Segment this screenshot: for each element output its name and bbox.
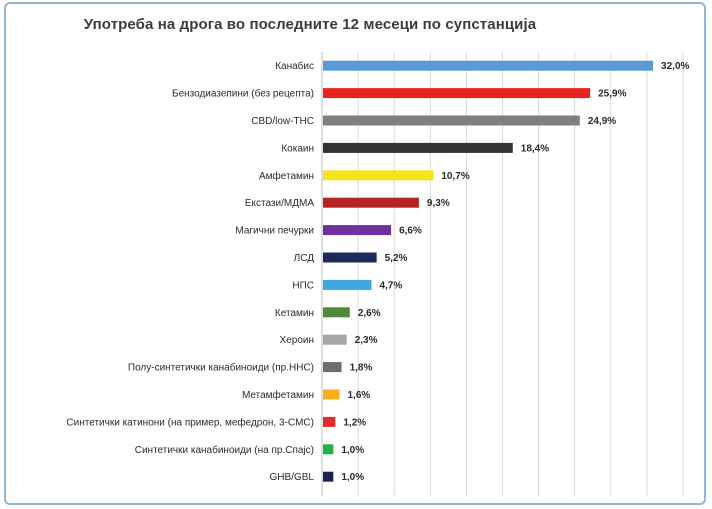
category-label: Екстази/МДМА xyxy=(245,198,314,209)
value-label: 1,0% xyxy=(341,445,364,456)
category-label: ЛСД xyxy=(294,253,315,264)
category-label: Полу-синтетички канабиноиди (пр.ННС) xyxy=(128,362,314,374)
category-label: Синтетички канабиноиди (на пр.Спајс) xyxy=(135,444,314,456)
value-label: 18,4% xyxy=(521,143,549,154)
bar xyxy=(323,307,350,318)
value-label: 2,6% xyxy=(358,308,381,319)
bar xyxy=(323,170,434,181)
chart-title: Употреба на дрога во последните 12 месец… xyxy=(83,16,537,33)
value-label: 1,6% xyxy=(348,390,371,401)
category-label: CBD/low-THC xyxy=(251,116,314,127)
category-label: GHB/GBL xyxy=(270,472,315,483)
bar xyxy=(323,416,336,427)
category-label: Синтетички катинони (на пример, мефедрон… xyxy=(66,416,314,428)
bar xyxy=(323,60,654,71)
category-label: Кетамин xyxy=(275,308,314,319)
category-label: Метамфетамин xyxy=(242,389,314,401)
category-label: Амфетамин xyxy=(259,170,314,182)
value-label: 1,8% xyxy=(350,363,373,374)
bar xyxy=(323,334,347,345)
value-label: 4,7% xyxy=(379,280,402,291)
value-label: 5,2% xyxy=(385,253,408,264)
bar xyxy=(323,142,513,153)
bars xyxy=(323,60,654,482)
value-label: 9,3% xyxy=(427,198,450,209)
value-label: 10,7% xyxy=(441,171,469,182)
bar xyxy=(323,252,377,263)
bar xyxy=(323,444,334,455)
category-labels: Канабис Бензодиазепини (без рецепта) CBD/l… xyxy=(66,60,314,483)
category-label: Бензодиазепини (без рецепта) xyxy=(172,88,314,100)
category-label: Магични печурки xyxy=(235,226,314,237)
bar xyxy=(323,197,419,208)
value-label: 2,3% xyxy=(355,335,378,346)
value-label: 32,0% xyxy=(661,61,689,72)
category-label: НПС xyxy=(292,280,314,291)
gridlines xyxy=(321,52,684,497)
category-label: Канабис xyxy=(275,60,314,72)
bar xyxy=(323,225,392,236)
category-label: Хероин xyxy=(280,335,314,346)
value-label: 1,0% xyxy=(341,472,364,483)
value-label: 25,9% xyxy=(598,89,626,100)
bar xyxy=(323,389,340,400)
value-label: 24,9% xyxy=(588,116,616,127)
value-labels: 32,0% 25,9% 24,9% 18,4% 10,7% 9,3% 6,6% 5,2% 4,7… xyxy=(341,61,689,483)
category-label: Кокаин xyxy=(281,143,314,154)
bar xyxy=(323,362,342,373)
bar xyxy=(323,279,372,290)
bar xyxy=(323,115,580,126)
bar xyxy=(323,471,334,482)
bar xyxy=(323,88,591,99)
value-label: 1,2% xyxy=(343,417,366,428)
value-label: 6,6% xyxy=(399,226,422,237)
